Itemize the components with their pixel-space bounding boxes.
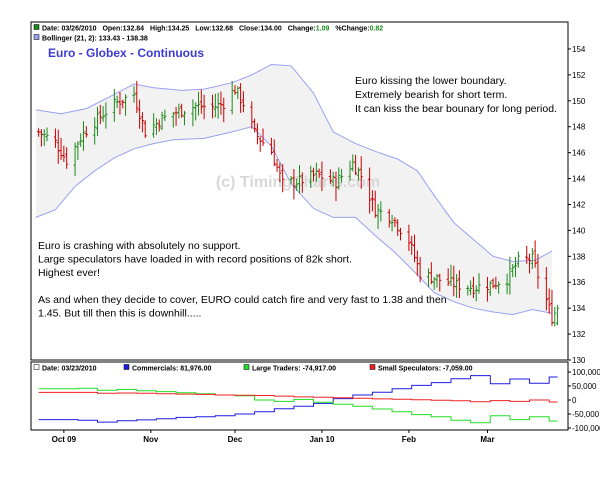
price-high: High:134.25 [150, 26, 189, 33]
cot-date-swatch [33, 364, 40, 370]
large-traders-label: Large Traders: -74,917.00 [252, 366, 336, 373]
cot-y-axis: 100,000 50,000 0 -50,000 -100,000 [568, 368, 600, 433]
cot-line-large-traders [38, 387, 558, 424]
price-y-tick-label: 146 [572, 149, 586, 158]
annotation-left-line-5: As and when they decide to cover, EURO c… [38, 294, 447, 306]
svg-text:Date: 03/26/2010 Open:132.: Date: 03/26/2010 Open:132.84 High:134.25… [42, 26, 383, 33]
cot-panel-frame [30, 361, 569, 431]
annotation-right-line-1: Euro kissing the lower boundary. [355, 75, 507, 87]
watermark: (c) TimingCharts.com [216, 174, 380, 191]
cot-series [38, 375, 558, 424]
annotation-left-line-2: Large speculators have loaded in with re… [38, 254, 352, 266]
cot-y-tick-label: 100,000 [572, 368, 600, 377]
price-pct-change-value: 0.82 [370, 26, 384, 33]
price-bars [37, 80, 560, 327]
small-speculators-swatch [369, 364, 376, 370]
price-y-tick-label: 136 [572, 278, 586, 287]
annotation-right-line-3: It can kiss the bear bounary for long pe… [355, 103, 557, 115]
price-y-axis: 154 152 150 148 146 144 142 140 138 136 134 132 130 [568, 45, 586, 365]
bollinger-label: Bollinger (21, 2): 133.43 - 138.38 [42, 36, 148, 43]
price-close: Close:134.00 [239, 26, 282, 33]
small-speculators-label: Small Speculators: -7,059.00 [378, 366, 473, 373]
price-y-tick-label: 142 [572, 200, 586, 209]
price-y-tick-label: 150 [572, 97, 586, 106]
bollinger-lower-line [35, 126, 553, 316]
time-x-axis: Oct 09 Nov Dec Jan 10 Feb Mar [52, 430, 495, 444]
x-tick-label: Mar [480, 435, 494, 444]
cot-line-small-speculators [38, 391, 558, 403]
price-date: Date: 03/26/2010 [42, 26, 97, 33]
price-open: Open:132.84 [102, 26, 144, 33]
price-y-tick-label: 154 [572, 45, 586, 54]
x-tick-label: Nov [143, 435, 159, 444]
commercials-label: Commercials: 81,976.00 [132, 366, 211, 373]
annotation-left-line-1: Euro is crashing with absolutely no supp… [38, 240, 241, 252]
large-traders-swatch [243, 364, 250, 370]
cot-line-commercials [38, 375, 558, 423]
x-tick-label: Dec [228, 435, 243, 444]
cot-y-tick-label: -50,000 [572, 410, 600, 419]
price-y-tick-label: 134 [572, 304, 586, 313]
bollinger-swatch [33, 34, 40, 40]
annotation-left-line-6: 1.45. But till then this is downhill....… [38, 308, 201, 320]
price-y-tick-label: 148 [572, 123, 586, 132]
x-tick-label: Jan 10 [309, 435, 334, 444]
price-date-swatch [33, 24, 40, 30]
x-tick-label: Feb [402, 435, 416, 444]
price-change-label: Change: [288, 26, 316, 33]
annotation-right-line-2: Extremely bearish for short term. [355, 89, 507, 101]
cot-y-tick-label: 0 [572, 396, 577, 405]
commercials-swatch [123, 364, 130, 370]
price-y-tick-label: 132 [572, 330, 586, 339]
price-y-tick-label: 140 [572, 226, 586, 235]
price-y-tick-label: 152 [572, 71, 586, 80]
cot-y-tick-label: -100,000 [572, 424, 600, 433]
price-pct-change-label: %Change: [335, 26, 369, 33]
bollinger-upper-line [35, 63, 553, 263]
price-low: Low:132.68 [195, 26, 233, 33]
price-change-value: 1.09 [316, 26, 330, 33]
price-y-tick-label: 138 [572, 252, 586, 261]
chart-title: Euro - Globex - Continuous [48, 46, 204, 60]
annotation-left-line-3: Highest ever! [38, 267, 100, 279]
cot-date: Date: 03/23/2010 [42, 366, 97, 373]
price-y-tick-label: 130 [572, 356, 586, 365]
price-y-tick-label: 144 [572, 175, 586, 184]
bollinger-band-fill [35, 64, 553, 315]
cot-y-tick-label: 50,000 [572, 382, 597, 391]
x-tick-label: Oct 09 [52, 435, 77, 444]
